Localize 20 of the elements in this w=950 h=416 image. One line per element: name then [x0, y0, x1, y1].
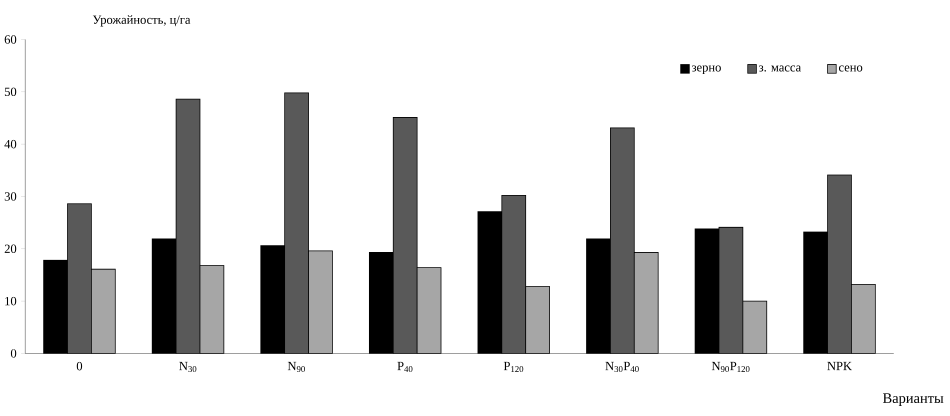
legend-label: з. масса	[759, 65, 801, 72]
x-tick-label: N$_{90}$	[288, 362, 305, 372]
x-tick-label: N$_{90}$P$_{120}$	[712, 362, 750, 372]
x-tick-label: P$_{40}$	[397, 362, 412, 372]
y-tick-label: 30	[4, 192, 16, 201]
y-tick-label: 0	[10, 349, 16, 358]
x-tick-label: P$_{120}$	[504, 362, 524, 372]
legend-label: зерно	[692, 65, 721, 74]
x-tick-label: 0	[76, 362, 82, 370]
y-tick-label: 40	[4, 140, 16, 148]
x-tick-label: NPK	[827, 362, 852, 370]
y-tick-label: 10	[5, 296, 16, 306]
x-tick-label: N$_{30}$	[179, 362, 196, 372]
y-tick-label: 20	[4, 244, 16, 253]
y-tick-label: 60	[4, 35, 16, 44]
y-tick-label: 50	[4, 88, 16, 96]
legend-label: сено	[838, 65, 862, 72]
y-axis-title: Урожайность, ц/га	[92, 15, 190, 26]
x-tick-label: N$_{30}$P$_{40}$	[605, 362, 639, 372]
x-axis-title: Варианты	[882, 393, 944, 406]
